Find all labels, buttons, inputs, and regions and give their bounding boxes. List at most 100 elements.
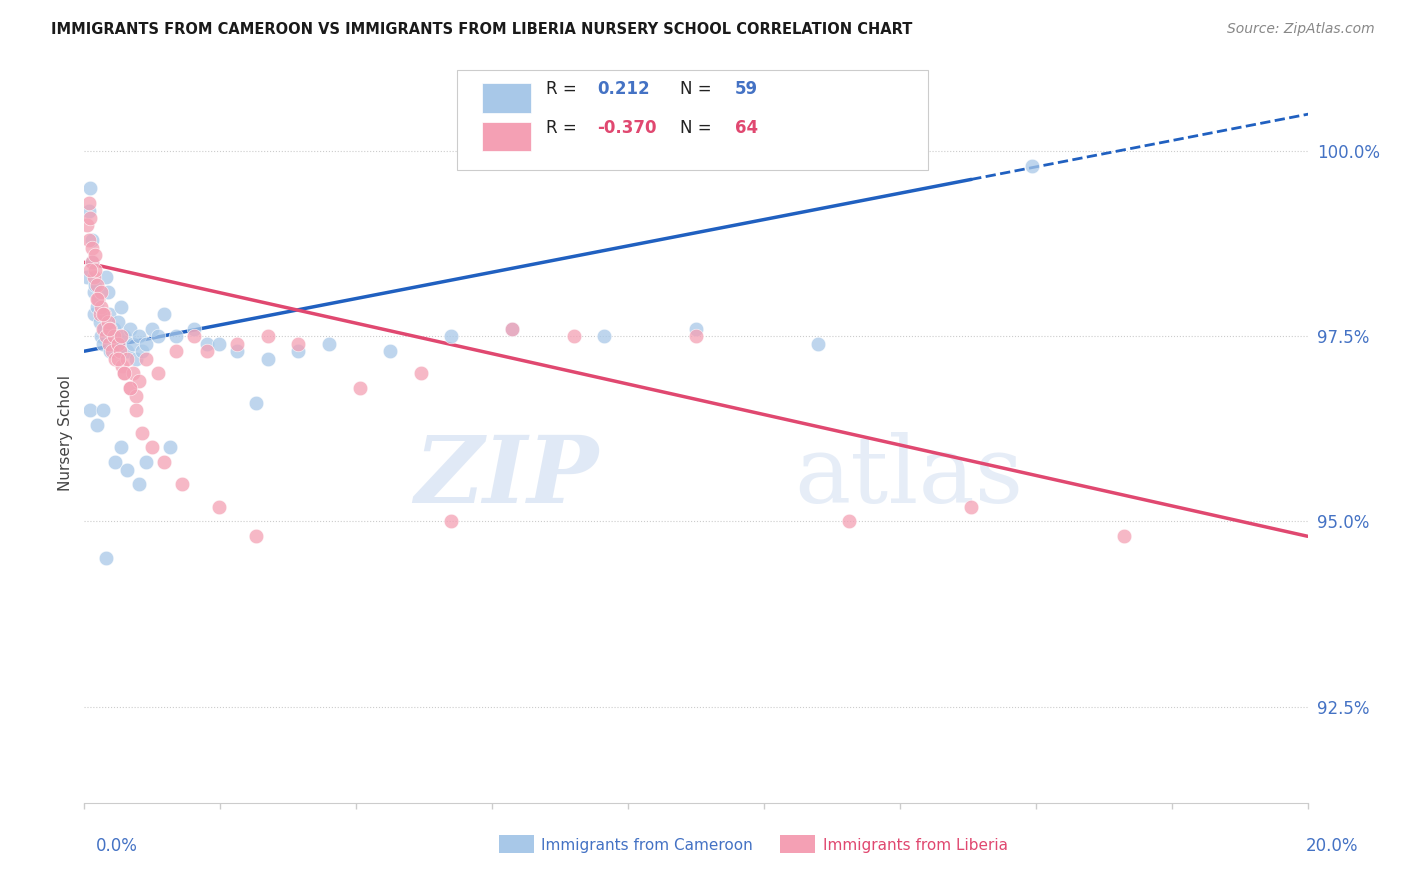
Point [226, 336, 249, 351]
Text: R =: R = [546, 119, 576, 136]
Point [112, 329, 135, 343]
Point [110, 329, 132, 343]
Point [107, 351, 129, 366]
Point [84, 262, 107, 277]
Point [90, 329, 112, 343]
Point [146, 367, 169, 381]
Point [440, 515, 463, 529]
Point [77, 203, 100, 218]
Point [90, 300, 112, 314]
Point [112, 367, 135, 381]
Point [318, 336, 340, 351]
Text: N =: N = [681, 80, 711, 98]
Point [195, 344, 218, 359]
Text: Immigrants from Cameroon: Immigrants from Cameroon [541, 838, 754, 853]
Point [502, 322, 524, 336]
Point [125, 403, 148, 417]
Point [115, 462, 138, 476]
Text: atlas: atlas [794, 432, 1024, 522]
Point [94, 270, 117, 285]
Point [86, 293, 108, 307]
Point [195, 336, 218, 351]
Point [97, 285, 120, 299]
Point [440, 329, 463, 343]
Text: Source: ZipAtlas.com: Source: ZipAtlas.com [1227, 22, 1375, 37]
Text: ZIP: ZIP [413, 432, 598, 522]
Point [115, 351, 138, 366]
Point [165, 329, 187, 343]
Point [380, 344, 402, 359]
Point [409, 367, 432, 381]
Point [141, 441, 163, 455]
Point [82, 233, 104, 247]
Point [104, 455, 127, 469]
Point [120, 381, 142, 395]
Point [84, 277, 107, 292]
FancyBboxPatch shape [482, 121, 531, 152]
Point [153, 307, 176, 321]
Point [90, 285, 112, 299]
Point [82, 255, 104, 269]
Point [135, 351, 157, 366]
Point [76, 219, 98, 233]
Point [97, 322, 120, 336]
Point [77, 196, 100, 211]
Point [120, 381, 142, 395]
Point [97, 336, 120, 351]
Point [83, 285, 105, 299]
Text: IMMIGRANTS FROM CAMEROON VS IMMIGRANTS FROM LIBERIA NURSERY SCHOOL CORRELATION C: IMMIGRANTS FROM CAMEROON VS IMMIGRANTS F… [51, 22, 912, 37]
Point [135, 455, 157, 469]
Point [807, 336, 830, 351]
Point [86, 277, 108, 292]
Point [110, 441, 132, 455]
Point [83, 307, 105, 321]
Point [83, 270, 105, 285]
Point [146, 329, 169, 343]
Point [91, 403, 114, 417]
Point [79, 181, 101, 195]
Point [97, 307, 120, 321]
Point [208, 500, 231, 514]
Point [103, 329, 125, 343]
FancyBboxPatch shape [482, 83, 531, 112]
Point [94, 329, 117, 343]
Point [128, 477, 150, 491]
Point [110, 300, 132, 314]
Point [83, 248, 105, 262]
Point [93, 322, 115, 336]
Point [257, 351, 280, 366]
Point [107, 315, 129, 329]
Point [287, 344, 309, 359]
Point [87, 293, 110, 307]
Point [172, 477, 194, 491]
Point [128, 374, 150, 388]
Text: R =: R = [546, 80, 576, 98]
Text: N =: N = [681, 119, 711, 136]
Point [165, 344, 187, 359]
Point [112, 367, 135, 381]
Point [502, 322, 524, 336]
Point [101, 329, 124, 343]
Point [128, 329, 150, 343]
Point [245, 529, 267, 543]
Point [108, 344, 131, 359]
Point [76, 270, 98, 285]
Point [101, 344, 124, 359]
Point [104, 351, 127, 366]
Point [1021, 159, 1043, 173]
Point [208, 336, 231, 351]
Point [122, 336, 145, 351]
Point [80, 255, 103, 269]
Point [838, 515, 860, 529]
Point [91, 336, 114, 351]
Point [141, 322, 163, 336]
Point [120, 322, 142, 336]
Text: Immigrants from Liberia: Immigrants from Liberia [823, 838, 1008, 853]
Point [98, 322, 121, 336]
Point [125, 351, 148, 366]
Point [245, 396, 267, 410]
Point [94, 551, 117, 566]
Point [131, 344, 153, 359]
Text: -0.370: -0.370 [598, 119, 657, 136]
Point [960, 500, 983, 514]
